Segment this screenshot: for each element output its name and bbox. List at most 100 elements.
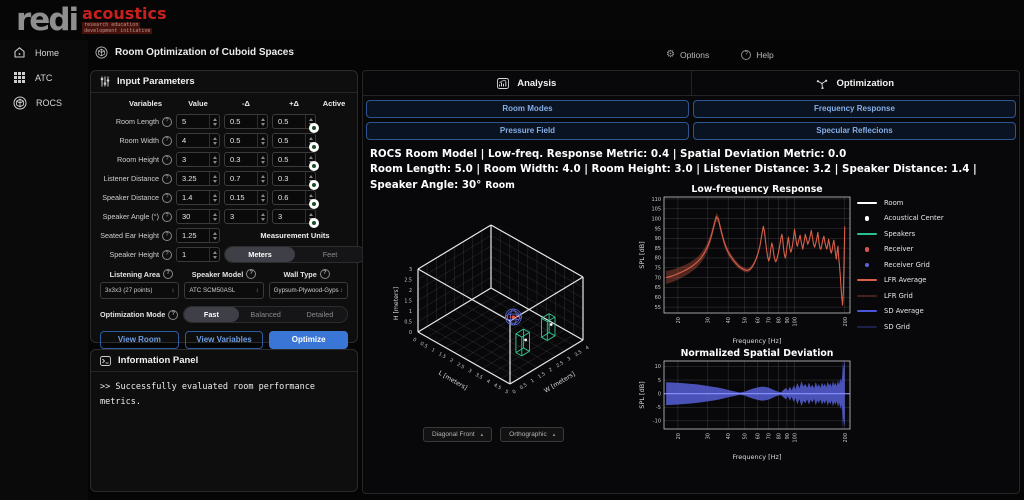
tab-analysis[interactable]: Analysis xyxy=(363,71,692,95)
param-label: Seated Ear Height ? xyxy=(100,231,172,241)
svg-text:4: 4 xyxy=(485,378,491,385)
spinner-icon[interactable] xyxy=(209,134,219,147)
view-room-button[interactable]: View Room xyxy=(100,331,179,349)
value-input[interactable]: 1.25 xyxy=(176,228,220,243)
help-icon[interactable]: ? xyxy=(162,136,172,146)
value-input[interactable]: 4 xyxy=(176,133,220,148)
spinner-icon[interactable] xyxy=(257,115,267,128)
help-icon[interactable]: ? xyxy=(162,212,172,222)
svg-text:75: 75 xyxy=(655,266,661,272)
param-label: Speaker Distance ? xyxy=(100,193,172,203)
spinner-icon[interactable] xyxy=(257,172,267,185)
spinner-icon[interactable] xyxy=(209,153,219,166)
sidebar-item-rocs[interactable]: ROCS xyxy=(0,90,88,115)
help-icon[interactable]: ? xyxy=(162,117,172,127)
redi-logo: redi acoustics research education develo… xyxy=(16,2,166,38)
svg-text:60: 60 xyxy=(756,433,762,439)
analysis-panel: Analysis Optimization Room Modes Frequen… xyxy=(362,70,1020,494)
value-input[interactable]: 5 xyxy=(176,114,220,129)
pressure-field-button[interactable]: Pressure Field xyxy=(366,122,689,140)
spinner-icon[interactable] xyxy=(209,172,219,185)
help-icon[interactable]: ? xyxy=(162,250,172,260)
svg-text:2.5: 2.5 xyxy=(404,278,412,284)
minus-delta-input[interactable]: 0.5 xyxy=(224,114,268,129)
param-row: Speaker Height ? 1 MetersFeet xyxy=(100,245,348,264)
spinner-icon[interactable] xyxy=(257,191,267,204)
listening-area-select[interactable]: 3x3x3 (27 points)↕ xyxy=(100,282,179,299)
logo-accent: acoustics xyxy=(82,6,166,22)
dropdown-up-icon: ▴ xyxy=(481,432,484,438)
optmode-option-fast[interactable]: Fast xyxy=(184,307,238,322)
projection-select[interactable]: Orthographic▴ xyxy=(500,427,564,442)
minus-delta-input[interactable]: 0.3 xyxy=(224,152,268,167)
spinner-icon[interactable] xyxy=(209,115,219,128)
minus-delta-input[interactable]: 0.15 xyxy=(224,190,268,205)
optmode-option-detailed[interactable]: Detailed xyxy=(293,307,347,322)
svg-text:Room: Room xyxy=(485,180,515,191)
spinner-icon[interactable] xyxy=(209,229,219,242)
svg-text:105: 105 xyxy=(651,207,661,213)
help-button[interactable]: ? Help xyxy=(741,49,773,60)
svg-text:1.5: 1.5 xyxy=(404,299,412,305)
help-icon[interactable]: ? xyxy=(162,174,172,184)
help-icon[interactable]: ? xyxy=(162,155,172,165)
spinner-icon[interactable] xyxy=(257,153,267,166)
units-option-meters[interactable]: Meters xyxy=(225,247,295,262)
app-header: redi acoustics research education develo… xyxy=(0,0,1024,41)
frequency-response-button[interactable]: Frequency Response xyxy=(693,100,1016,118)
options-button[interactable]: ⚙ Options xyxy=(666,49,709,60)
help-icon[interactable]: ? xyxy=(162,193,172,203)
updown-icon: ↕ xyxy=(340,288,343,294)
speaker-model-select[interactable]: ATC SCM50ASL↕ xyxy=(184,282,263,299)
svg-text:50: 50 xyxy=(742,317,748,323)
room-modes-button[interactable]: Room Modes xyxy=(366,100,689,118)
col-minus-delta: -Δ xyxy=(224,99,268,108)
spinner-icon[interactable] xyxy=(257,210,267,223)
help-icon[interactable]: ? xyxy=(246,269,256,279)
svg-text:-10: -10 xyxy=(653,419,661,425)
help-icon[interactable]: ? xyxy=(320,269,330,279)
svg-text:1: 1 xyxy=(530,378,536,385)
units-segmented: MetersFeet xyxy=(224,246,366,263)
units-option-feet[interactable]: Feet xyxy=(295,247,365,262)
wall-type-select[interactable]: Gypsum-Plywood-Gyps↕ xyxy=(269,282,348,299)
spinner-icon[interactable] xyxy=(257,134,267,147)
svg-text:4.5: 4.5 xyxy=(492,382,502,391)
panel-buttons-row: View Room View Variables Optimize xyxy=(100,331,348,349)
minus-delta-input[interactable]: 0.5 xyxy=(224,133,268,148)
help-icon[interactable]: ? xyxy=(163,269,173,279)
cube-outline-icon xyxy=(95,46,108,59)
minus-delta-input[interactable]: 0.7 xyxy=(224,171,268,186)
svg-text:SPL [dB]: SPL [dB] xyxy=(638,241,646,268)
svg-text:Frequency [Hz]: Frequency [Hz] xyxy=(732,453,781,461)
sd-chart: Normalized Spatial Deviation-10-50510203… xyxy=(637,347,855,463)
svg-text:200: 200 xyxy=(843,317,849,327)
spinner-icon[interactable] xyxy=(209,191,219,204)
sidebar-item-atc[interactable]: ATC xyxy=(0,65,88,90)
view-variables-button[interactable]: View Variables xyxy=(185,331,264,349)
help-icon[interactable]: ? xyxy=(162,231,172,241)
optimize-button[interactable]: Optimize xyxy=(269,331,348,349)
svg-text:0: 0 xyxy=(409,330,412,336)
value-input[interactable]: 3.25 xyxy=(176,171,220,186)
svg-text:65: 65 xyxy=(655,285,661,291)
svg-text:2.5: 2.5 xyxy=(456,362,466,371)
help-label: Help xyxy=(756,50,773,60)
legend-item: Receiver xyxy=(857,242,1017,258)
minus-delta-input[interactable]: 3 xyxy=(224,209,268,224)
value-input[interactable]: 1.4 xyxy=(176,190,220,205)
svg-text:H [meters]: H [meters] xyxy=(393,287,400,320)
spinner-icon[interactable] xyxy=(209,210,219,223)
view-angle-select[interactable]: Diagonal Front▴ xyxy=(423,427,492,442)
svg-text:80: 80 xyxy=(776,317,782,323)
optmode-option-balanced[interactable]: Balanced xyxy=(239,307,293,322)
value-input[interactable]: 30 xyxy=(176,209,220,224)
spinner-icon[interactable] xyxy=(209,248,219,261)
svg-text:20: 20 xyxy=(676,433,682,439)
value-input[interactable]: 1 xyxy=(176,247,220,262)
tab-optimization[interactable]: Optimization xyxy=(692,71,1020,95)
value-input[interactable]: 3 xyxy=(176,152,220,167)
help-icon[interactable]: ? xyxy=(168,310,178,320)
specular-reflections-button[interactable]: Specular Reflecions xyxy=(693,122,1016,140)
sidebar-item-home[interactable]: Home xyxy=(0,40,88,65)
